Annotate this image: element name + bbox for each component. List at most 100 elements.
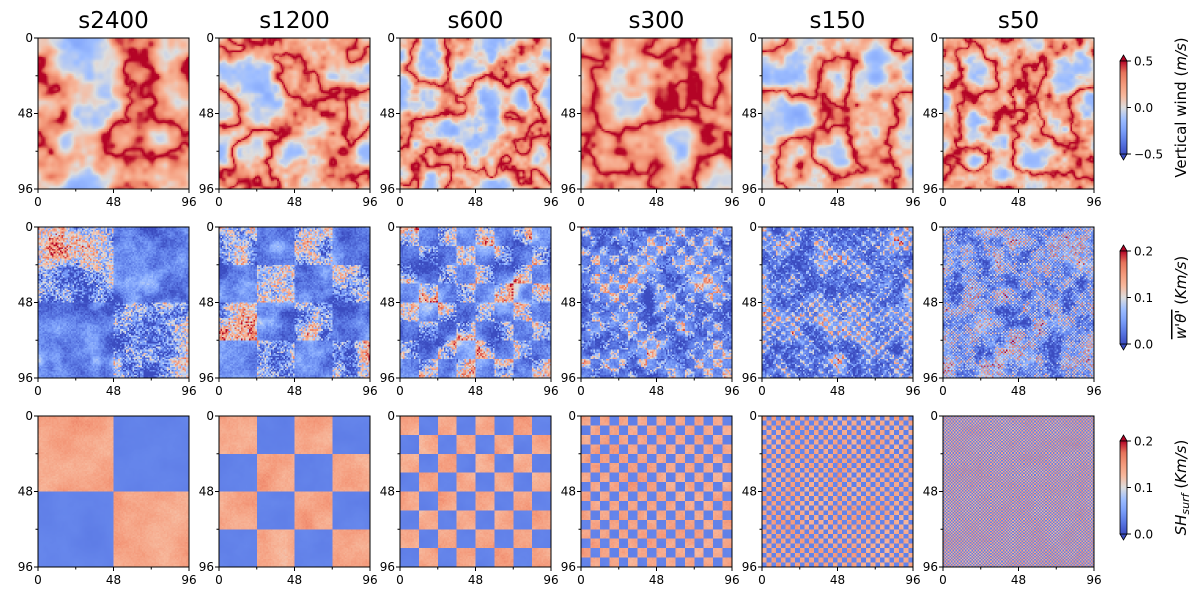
colorbar-label: SHsurf (Km/s): [1172, 440, 1192, 536]
colorbar-extend-max: [1119, 54, 1128, 62]
panel-surface_heating-s2400: 0 0 48 48 96 96: [18, 409, 197, 587]
x-tick-label: 96: [724, 384, 739, 398]
y-tick-label: 48: [561, 107, 576, 121]
y-tick-label: 48: [18, 107, 33, 121]
panel-heat_flux-s600: 0 0 48 48 96 96: [380, 220, 559, 398]
x-tick-label: 96: [905, 195, 920, 209]
x-tick-label: 96: [1086, 384, 1101, 398]
y-tick-label: 96: [923, 371, 938, 385]
x-tick-label: 96: [181, 384, 196, 398]
y-tick-label: 48: [380, 296, 395, 310]
colorbar-tick-label: 0.1: [1134, 481, 1153, 495]
colorbar-extend-min: [1119, 343, 1128, 351]
x-tick-label: 0: [577, 384, 585, 398]
y-tick-label: 96: [742, 560, 757, 574]
x-tick-label: 0: [215, 384, 223, 398]
x-tick-label: 96: [362, 573, 377, 587]
heatmap-image: [762, 38, 913, 189]
y-tick-label: 0: [206, 409, 214, 423]
panel-surface_heating-s50: 0 0 48 48 96 96: [923, 409, 1102, 587]
panel-heat_flux-s1200: 0 0 48 48 96 96: [199, 220, 378, 398]
panel-vertical_wind-s600: 0 0 48 48 96 96: [380, 31, 559, 209]
column-title-s2400: s2400: [78, 8, 149, 34]
heatmap-image: [400, 416, 551, 567]
y-tick-label: 48: [18, 485, 33, 499]
y-tick-label: 0: [930, 31, 938, 45]
x-tick-label: 96: [1086, 195, 1101, 209]
x-tick-label: 0: [577, 195, 585, 209]
panel-surface_heating-s600: 0 0 48 48 96 96: [380, 409, 559, 587]
panel-vertical_wind-s1200: 0 0 48 48 96 96: [199, 31, 378, 209]
y-tick-label: 48: [561, 296, 576, 310]
y-tick-label: 96: [561, 560, 576, 574]
x-tick-label: 96: [181, 573, 196, 587]
colorbar-gradient: [1119, 60, 1128, 155]
colorbar-tick-label: 0.2: [1134, 435, 1153, 449]
x-tick-label: 48: [1011, 573, 1026, 587]
x-tick-label: 48: [649, 573, 664, 587]
y-tick-label: 48: [923, 107, 938, 121]
x-tick-label: 0: [939, 384, 947, 398]
column-title-s1200: s1200: [259, 8, 330, 34]
y-tick-label: 96: [742, 371, 757, 385]
colorbars: 0.5 0.0 −0.5 Vertical wind (m/s) 0.2 0.1 0.0 w'…: [1119, 37, 1192, 542]
x-tick-label: 48: [468, 384, 483, 398]
y-tick-label: 0: [930, 220, 938, 234]
y-tick-label: 48: [199, 296, 214, 310]
x-tick-label: 96: [181, 195, 196, 209]
x-tick-label: 48: [287, 195, 302, 209]
y-tick-label: 96: [561, 371, 576, 385]
y-tick-label: 48: [923, 296, 938, 310]
colorbar-extend-min: [1119, 153, 1128, 161]
column-title-s600: s600: [448, 8, 504, 34]
x-tick-label: 48: [830, 573, 845, 587]
y-tick-label: 96: [561, 182, 576, 196]
panel-vertical_wind-s150: 0 0 48 48 96 96: [742, 31, 921, 209]
y-tick-label: 0: [749, 409, 757, 423]
x-tick-label: 0: [34, 573, 42, 587]
y-tick-label: 0: [749, 220, 757, 234]
colorbar-gradient: [1119, 250, 1128, 345]
colorbar-tick-label: 0.0: [1134, 528, 1153, 542]
x-tick-label: 0: [215, 195, 223, 209]
x-tick-label: 48: [1011, 384, 1026, 398]
heatmap-image: [219, 38, 370, 189]
y-tick-label: 48: [742, 485, 757, 499]
y-tick-label: 0: [387, 409, 395, 423]
x-tick-label: 0: [758, 573, 766, 587]
y-tick-label: 48: [18, 296, 33, 310]
y-tick-label: 96: [18, 371, 33, 385]
heatmap-image: [38, 227, 189, 378]
colorbar-label: w'θ' (Km/s): [1172, 256, 1190, 340]
colorbar-surface_heating: 0.2 0.1 0.0 SHsurf (Km/s): [1119, 434, 1192, 542]
column-title-s150: s150: [810, 8, 866, 34]
y-tick-label: 96: [18, 182, 33, 196]
x-tick-label: 48: [649, 195, 664, 209]
x-tick-label: 48: [106, 573, 121, 587]
panel-surface_heating-s1200: 0 0 48 48 96 96: [199, 409, 378, 587]
y-tick-label: 48: [380, 485, 395, 499]
y-tick-label: 48: [742, 296, 757, 310]
panel-surface_heating-s150: 0 0 48 48 96 96: [742, 409, 921, 587]
y-tick-label: 0: [206, 220, 214, 234]
panel-vertical_wind-s2400: 0 0 48 48 96 96: [18, 31, 197, 209]
y-tick-label: 96: [380, 560, 395, 574]
x-tick-label: 96: [1086, 573, 1101, 587]
heatmap-image: [38, 416, 189, 567]
x-tick-label: 96: [362, 384, 377, 398]
y-tick-label: 48: [199, 485, 214, 499]
x-tick-label: 96: [543, 384, 558, 398]
y-tick-label: 0: [568, 409, 576, 423]
y-tick-label: 96: [18, 560, 33, 574]
y-tick-label: 0: [749, 31, 757, 45]
panel-heat_flux-s300: 0 0 48 48 96 96: [561, 220, 740, 398]
x-tick-label: 48: [468, 573, 483, 587]
y-tick-label: 0: [387, 31, 395, 45]
heatmap-image: [219, 416, 370, 567]
heatmap-image: [762, 227, 913, 378]
heatmap-image: [219, 227, 370, 378]
colorbar-tick-label: −0.5: [1134, 148, 1163, 162]
x-tick-label: 96: [724, 195, 739, 209]
x-tick-label: 96: [543, 573, 558, 587]
colorbar-heat_flux: 0.2 0.1 0.0 w'θ' (Km/s): [1119, 244, 1190, 352]
